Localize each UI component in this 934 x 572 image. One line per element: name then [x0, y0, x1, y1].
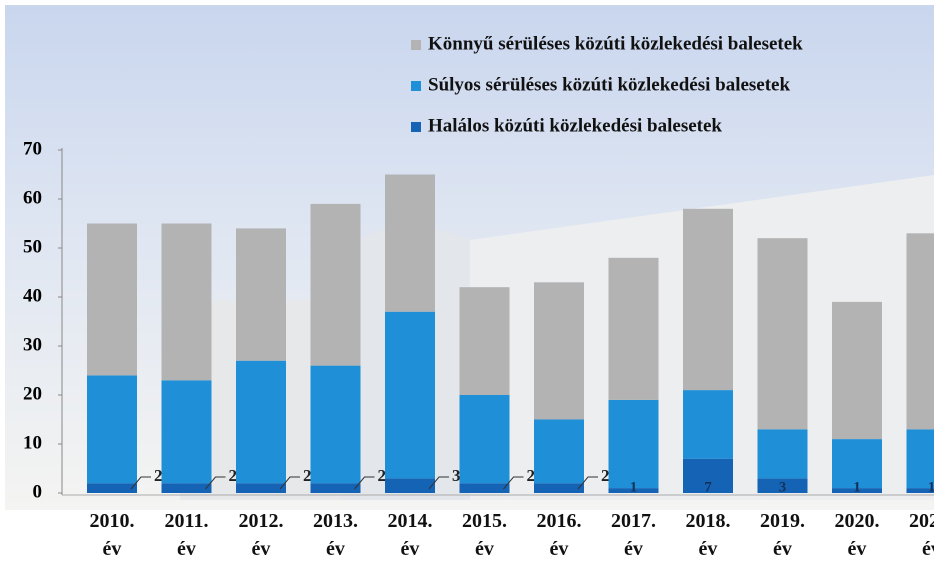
data-label: 1	[630, 479, 638, 495]
bar-segment	[162, 380, 212, 483]
data-label: 2	[229, 466, 238, 485]
bar-segment	[311, 366, 361, 484]
bar-segment	[162, 224, 212, 381]
bar-segment	[87, 224, 137, 376]
y-tick-label: 40	[23, 285, 42, 306]
bar-segment	[907, 233, 934, 429]
bar-segment	[87, 483, 137, 493]
bar-segment	[236, 361, 286, 484]
bar-segment	[683, 390, 733, 459]
bar-segment	[832, 302, 882, 439]
legend-label: Halálos közúti közlekedési balesetek	[428, 115, 722, 136]
bar-segment	[385, 312, 435, 479]
legend-label: Súlyos sérüléses közúti közlekedési bale…	[428, 74, 790, 95]
bar-segment	[311, 204, 361, 366]
bar-segment	[609, 400, 659, 488]
bar-segment	[534, 420, 584, 484]
bar-segment	[460, 287, 510, 395]
data-label: 1	[928, 479, 934, 495]
y-tick-label: 30	[23, 334, 42, 355]
bar-segment	[87, 375, 137, 483]
data-label: 2	[601, 466, 610, 485]
y-tick-label: 50	[23, 236, 42, 257]
y-tick-label: 10	[23, 432, 42, 453]
bar-segment	[162, 483, 212, 493]
bar-segment	[460, 483, 510, 493]
legend-swatch	[411, 40, 421, 50]
data-label: 2	[154, 466, 163, 485]
data-label: 2	[303, 466, 312, 485]
bar-segment	[758, 238, 808, 429]
data-label: 7	[704, 479, 712, 495]
legend-swatch	[411, 81, 421, 91]
y-tick-label: 60	[23, 187, 42, 208]
bar-segment	[460, 395, 510, 483]
data-label: 3	[452, 466, 461, 485]
bar-segment	[385, 175, 435, 312]
bar-segment	[534, 282, 584, 419]
legend-swatch	[411, 122, 421, 132]
y-tick-label: 0	[33, 481, 43, 502]
legend-label: Könnyű sérüléses közúti közlekedési bale…	[428, 33, 803, 54]
y-tick-label: 20	[23, 383, 42, 404]
data-label: 1	[853, 479, 861, 495]
bar-segment	[758, 429, 808, 478]
bar-segment	[683, 209, 733, 390]
y-tick-label: 70	[23, 138, 42, 159]
bar-segment	[609, 258, 659, 400]
bar-segment	[236, 483, 286, 493]
data-label: 3	[779, 479, 787, 495]
bar-segment	[311, 483, 361, 493]
data-label: 2	[378, 466, 387, 485]
bar-segment	[236, 228, 286, 360]
bar-segment	[385, 478, 435, 493]
bar-segment	[534, 483, 584, 493]
data-label: 2	[527, 466, 536, 485]
